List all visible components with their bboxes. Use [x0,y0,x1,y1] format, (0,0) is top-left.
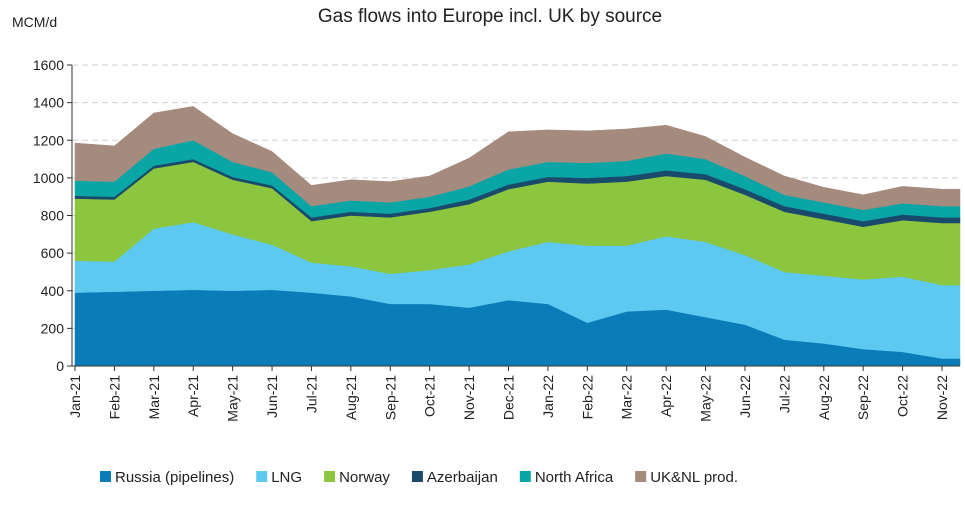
y-tick-label: 1000 [33,170,64,186]
y-tick-label: 1400 [33,95,64,111]
legend-swatch [256,471,268,482]
x-tick-label: Oct-22 [895,375,911,417]
x-tick-label: Jul-21 [303,375,319,413]
legend-swatch [635,471,647,482]
x-tick-label: Mar-21 [146,375,162,420]
x-tick-label: May-21 [225,375,241,422]
y-tick-label: 1200 [33,132,64,148]
legend: Russia (pipelines) LNG Norway Azerbaijan Nor… [100,469,738,486]
x-tick-label: Nov-22 [934,375,950,420]
x-tick-label: Nov-21 [461,375,477,420]
y-tick-label: 0 [56,358,64,374]
x-tick-label: Aug-22 [816,375,832,420]
x-tick-label: Jul-22 [776,375,792,413]
x-tick-label: May-22 [698,375,714,422]
x-tick-label: Sep-22 [855,375,871,420]
x-tick-label: Sep-21 [382,375,398,420]
x-tick-label: Aug-21 [343,375,359,420]
x-tick-label: Apr-22 [658,375,674,417]
legend-label: UK&NL prod. [650,469,738,486]
x-tick-label: Jun-21 [264,375,280,418]
y-tick-label: 200 [41,320,65,336]
y-tick-label: 800 [41,208,65,224]
x-tick-label: Jan-22 [540,375,556,418]
legend-swatch [519,471,531,482]
x-tick-label: Jun-22 [737,375,753,418]
chart-title: Gas flows into Europe incl. UK by source [318,6,662,27]
x-tick-label: Jan-21 [67,375,83,418]
area [74,106,961,211]
legend-swatch [324,471,336,482]
x-tick-label: Mar-22 [619,375,635,420]
legend-swatch [100,471,111,482]
y-tick-label: 600 [41,245,65,261]
x-tick-label: Dec-21 [501,375,517,420]
x-tick-label: Feb-22 [579,375,595,420]
x-tick-label: Oct-21 [422,375,438,417]
y-axis-label: MCM/d [12,14,57,30]
x-tick-label: Feb-21 [106,375,122,420]
x-tick-label: Apr-21 [185,375,201,417]
legend-swatch [411,471,423,482]
legend-label: North Africa [535,469,614,486]
y-tick-label: 400 [41,283,65,299]
legend-label: Norway [339,469,390,486]
legend-label: Russia (pipelines) [115,469,234,486]
y-tick-label: 1600 [33,57,64,73]
legend-label: Azerbaijan [427,469,498,486]
legend-label: LNG [271,469,302,486]
